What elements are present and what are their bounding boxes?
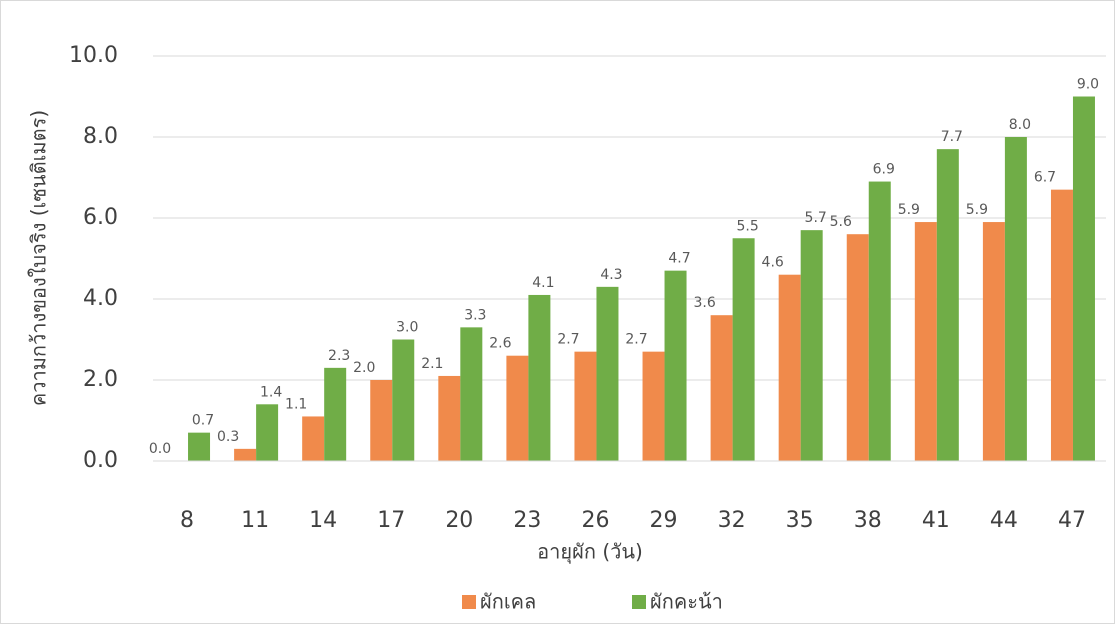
x-axis-title: อายุผัก (วัน) — [537, 540, 643, 565]
x-tick-label: 14 — [309, 508, 337, 533]
x-tick-label: 11 — [241, 508, 269, 533]
bar — [800, 230, 823, 461]
value-label: 1.1 — [285, 396, 307, 412]
bar — [710, 315, 733, 461]
value-label: 6.9 — [873, 162, 895, 178]
x-tick-label: 20 — [445, 508, 473, 533]
bar — [234, 448, 257, 461]
value-label: 5.9 — [898, 202, 920, 218]
value-label: 2.1 — [421, 356, 443, 372]
y-tick-label: 4.0 — [83, 286, 118, 311]
bar — [324, 367, 347, 461]
y-tick-label: 10.0 — [69, 43, 118, 68]
legend-label: ผักคะน้า — [650, 590, 723, 614]
value-label: 2.0 — [353, 360, 375, 376]
y-tick-label: 0.0 — [83, 448, 118, 473]
bar — [642, 351, 665, 461]
value-label: 0.7 — [192, 413, 214, 429]
value-label: 5.9 — [966, 202, 988, 218]
bar — [1072, 96, 1095, 461]
legend-label: ผักเคล — [480, 590, 536, 614]
bar — [460, 327, 483, 461]
y-tick-label: 8.0 — [83, 124, 118, 149]
value-label: 3.0 — [396, 320, 418, 336]
bar — [914, 222, 937, 461]
bar — [188, 432, 211, 461]
value-label: 3.3 — [464, 307, 486, 323]
y-tick-label: 2.0 — [83, 367, 118, 392]
value-label: 1.4 — [260, 384, 282, 400]
x-tick-label: 41 — [922, 508, 950, 533]
bar — [1004, 137, 1027, 461]
bar — [596, 286, 619, 461]
value-label: 3.6 — [693, 295, 715, 311]
x-tick-label: 47 — [1058, 508, 1086, 533]
bar — [936, 149, 959, 461]
bar — [528, 294, 551, 461]
value-label: 4.7 — [668, 251, 690, 267]
value-label: 4.3 — [600, 267, 622, 283]
bar — [574, 351, 597, 461]
bar — [370, 380, 393, 461]
bar — [1050, 189, 1073, 461]
bar — [302, 416, 325, 461]
value-label: 2.7 — [625, 332, 647, 348]
value-label: 5.7 — [805, 210, 827, 226]
x-tick-label: 17 — [377, 508, 405, 533]
value-label: 5.6 — [830, 214, 852, 230]
bar — [982, 222, 1005, 461]
value-label: 2.7 — [557, 332, 579, 348]
x-tick-label: 35 — [786, 508, 814, 533]
bar — [732, 238, 755, 461]
legend-swatch — [632, 595, 646, 609]
value-label: 4.1 — [532, 275, 554, 291]
bar — [392, 339, 415, 461]
value-label: 0.0 — [149, 441, 171, 457]
bar — [664, 270, 687, 461]
x-tick-label: 44 — [990, 508, 1018, 533]
y-tick-label: 6.0 — [83, 205, 118, 230]
x-tick-label: 26 — [581, 508, 609, 533]
bar — [868, 181, 891, 462]
value-label: 5.5 — [736, 218, 758, 234]
value-label: 4.6 — [762, 255, 784, 271]
x-tick-label: 38 — [854, 508, 882, 533]
bar — [506, 355, 529, 461]
y-axis-title: ความกว้างของใบจริง (เซนติเมตร) — [27, 110, 51, 406]
value-label: 6.7 — [1034, 170, 1056, 186]
bar — [778, 274, 801, 461]
bar — [256, 404, 279, 461]
x-tick-label: 23 — [513, 508, 541, 533]
value-label: 2.6 — [489, 336, 511, 352]
value-label: 7.7 — [941, 129, 963, 145]
bar — [846, 234, 869, 461]
x-tick-label: 29 — [650, 508, 678, 533]
value-label: 9.0 — [1077, 77, 1099, 93]
value-label: 2.3 — [328, 348, 350, 364]
value-label: 8.0 — [1009, 117, 1031, 133]
bar — [438, 375, 461, 461]
legend-swatch — [462, 595, 476, 609]
x-tick-label: 32 — [718, 508, 746, 533]
x-tick-label: 8 — [180, 508, 194, 533]
value-label: 0.3 — [217, 429, 239, 445]
